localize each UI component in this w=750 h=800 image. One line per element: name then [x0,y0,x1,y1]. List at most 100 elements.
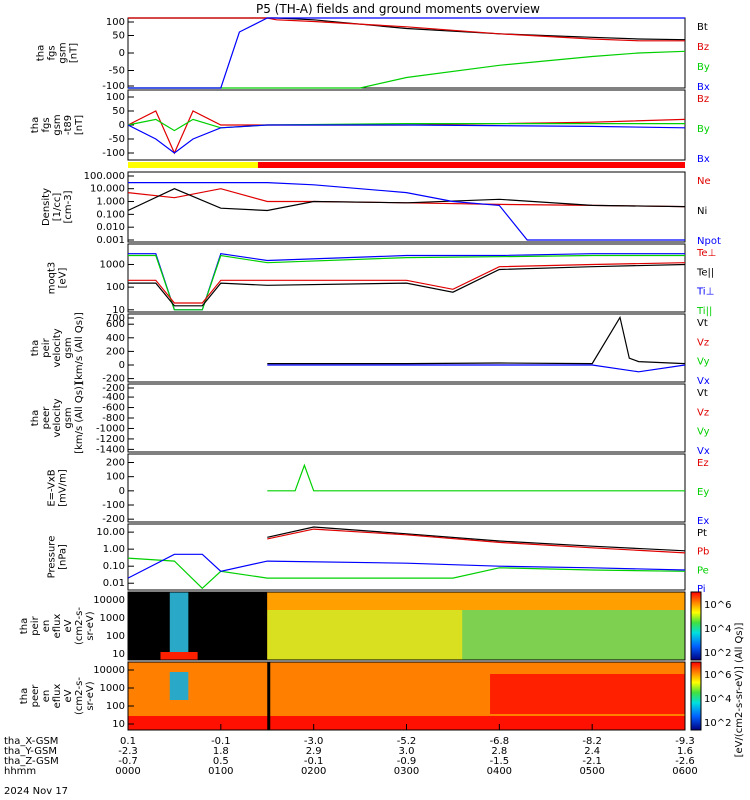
y-axis-label: E=-VxB [47,469,58,506]
y-tick-label: 700 [106,313,125,324]
y-axis-label: tha [19,688,30,704]
y-axis-label: (cm2-s- [74,607,85,645]
y-axis-label: gsm [58,42,69,63]
legend-entry: Pb [697,547,709,558]
mode-bar-fast [257,162,685,168]
spectrogram-band [160,652,198,660]
y-axis-label: tha [30,340,41,356]
y-axis-label: [nT] [74,115,85,135]
y-tick-label: -1200 [96,434,125,445]
spectrogram-band [490,674,685,714]
y-tick-label: 50 [112,31,125,42]
axis-row-value: -9.3 [675,736,695,747]
spectrogram-cyan [169,592,189,652]
y-tick-label: 0.100 [96,209,125,220]
y-axis-label: gsm [52,114,63,135]
series-Ti|| [128,254,685,311]
y-axis-label: Pressure [47,536,58,579]
legend-entry: Bx [697,154,710,165]
y-tick-label: -100 [102,81,125,92]
y-tick-label: 10.00 [96,527,125,538]
y-tick-label: 10.000 [90,184,125,195]
y-tick-label: 0 [119,360,125,371]
y-axis-label: eV [63,619,74,632]
y-axis-label: sr-eV) [85,611,96,640]
y-tick-label: -1000 [96,423,125,434]
legend-entry: Bz [697,42,709,53]
axis-row-value: 0500 [579,766,604,777]
colorbar-label: [eV/(cm2-s-sr-eV)] (All Qs)] [734,622,745,757]
series-Npot [128,182,685,241]
colorbar [690,591,702,661]
y-axis-label: moqt3 [47,262,58,295]
colorbar-tick: 10^2 [704,648,731,659]
y-axis-label: eflux [52,614,63,639]
y-axis-label: peir [41,337,52,357]
y-axis-label: peer [30,684,41,708]
y-axis-label: [1/cc] [52,193,63,222]
y-tick-label: 0.010 [96,222,125,233]
y-tick-label: 200 [106,458,125,469]
axis-row-value: 0100 [208,766,233,777]
y-tick-label: 200 [106,346,125,357]
axis-row-value: 2.9 [306,746,322,757]
panel-frame [127,453,686,523]
series-Ni [127,188,686,212]
axis-row-value: -2.1 [582,756,602,767]
axis-row-value: -6.8 [490,736,510,747]
y-tick-label: 1.00 [103,544,125,555]
legend-entry: Pe [697,565,709,576]
y-tick-label: -100 [102,148,125,159]
axis-row-value: 1.6 [677,746,693,757]
spectrogram-band [267,592,685,610]
spectrogram-lowflux [128,592,268,660]
y-axis-label: [km/s (All Qs)] [74,382,85,454]
panel-p2: 100 50 0 -50 -100 tha fgs gsm -t89 [nT] Bz By Bx [30,89,710,165]
y-tick-label: -800 [102,413,125,424]
series-Pe [127,557,686,590]
legend-entry: Npot [697,236,721,247]
axis-row-value: -3.0 [304,736,324,747]
mode-bar-slow [128,162,258,168]
axis-row-value: 3.0 [399,746,415,757]
y-axis-label: gsm [63,407,74,428]
y-axis-label: peir [30,615,41,635]
y-tick-label: 100 [106,472,125,483]
series-Vt [267,315,686,365]
legend-entry: Vt [697,318,708,329]
y-tick-label: -200 [102,383,125,394]
legend-entry: Bx [697,82,710,93]
axis-row-value: -0.9 [397,756,417,767]
axis-row-value: -2.6 [675,756,695,767]
axis-row-value: 0200 [301,766,326,777]
legend-entry: Te⊥ [696,248,716,259]
panel-frame [127,523,686,591]
y-tick-label: 10 [112,305,125,316]
legend-entry: Ni [697,206,707,217]
colorbar-tick: 10^6 [704,600,731,611]
colorbar-tick: 10^4 [704,694,731,705]
legend-entry: Bz [697,94,709,105]
panel-p1: 100 50 0 -50 -100 tha fgs gsm [nT] Bt Bz By Bx [36,17,710,93]
y-axis-label: [km/s (All Qs)] [74,312,85,384]
y-axis-label: [mV/m] [58,469,69,507]
y-tick-label: 10000 [93,665,125,676]
axis-row-value: 0300 [394,766,419,777]
y-axis-label: [cm-3] [63,190,74,223]
axis-row-value: 0600 [672,766,697,777]
colorbar-tick: 10^6 [704,670,731,681]
legend-entry: Ex [697,516,709,527]
axis-row-value: -0.1 [304,756,324,767]
y-axis-label: velocity [52,328,63,367]
legend-entry: Vz [697,337,709,348]
y-axis-label: Density [41,188,52,226]
axis-row-value: -1.5 [490,756,510,767]
panel-p4: 1000 100 10 moqt3 [eV] Te⊥ Te|| Ti⊥ Ti|| [47,243,716,317]
y-axis-label: en [41,620,52,633]
series-Pt [267,526,686,552]
axis-row-label: hhmm [4,766,36,777]
series-Ey [267,463,685,492]
panel-frame [127,243,686,313]
